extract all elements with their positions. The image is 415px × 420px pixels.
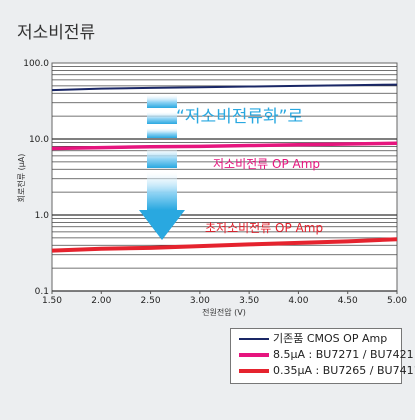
legend: 기존품 CMOS OP Amp 8.5μA : BU7271 / BU7421 … <box>230 328 415 384</box>
legend-swatch-low <box>239 369 269 373</box>
x-tick-label: 2.00 <box>91 296 111 306</box>
legend-item-mid: 8.5μA : BU7271 / BU7421 <box>231 347 414 363</box>
x-tick-label: 3.00 <box>190 296 210 306</box>
x-axis-label: 전원전압 (V) <box>202 307 246 317</box>
series-line-1 <box>51 141 398 151</box>
x-tick-label: 5.00 <box>387 296 407 306</box>
legend-swatch-conventional <box>239 338 269 340</box>
arrow-segment <box>147 112 177 124</box>
y-tick-label: 1.0 <box>35 211 50 221</box>
x-tick-label: 3.50 <box>239 296 259 306</box>
reduction-arrow <box>139 95 185 240</box>
annotation-mid: 저소비전류 OP Amp <box>213 157 320 171</box>
arrow-segment <box>147 95 177 108</box>
legend-swatch-mid <box>239 353 269 357</box>
y-axis-label: 회로전류 (μA) <box>16 154 26 203</box>
page-title: 저소비전류 <box>17 23 96 43</box>
y-tick-label: 10.0 <box>29 135 49 145</box>
legend-label-mid: 8.5μA : BU7271 / BU7421 <box>273 348 414 361</box>
arrow-segment <box>147 128 177 138</box>
series-group <box>51 83 398 253</box>
y-tick-label: 100.0 <box>23 59 49 69</box>
y-tick-label: 0.1 <box>35 287 49 297</box>
annotation-low: 초저소비전류 OP Amp <box>205 221 323 235</box>
annotation-main: “저소비전류화”로 <box>176 107 303 127</box>
legend-label-low: 0.35μA : BU7265 / BU7411 <box>273 364 415 377</box>
legend-label-conventional: 기존품 CMOS OP Amp <box>273 332 388 345</box>
arrow-segment <box>147 172 177 210</box>
legend-item-low: 0.35μA : BU7265 / BU7411 <box>231 363 415 379</box>
tick-labels: 1.50 2.00 2.50 3.00 3.50 4.00 4.50 5.00 100.0 10.… <box>23 59 407 306</box>
x-tick-label: 4.00 <box>288 296 308 306</box>
series-line-0 <box>51 83 398 92</box>
x-tick-label: 2.50 <box>141 296 161 306</box>
arrow-segment <box>147 148 177 168</box>
series-line-2 <box>51 237 398 253</box>
arrow-head <box>139 210 185 240</box>
x-tick-label: 4.50 <box>338 296 358 306</box>
legend-item-conventional: 기존품 CMOS OP Amp <box>231 331 401 347</box>
x-tick-label: 1.50 <box>42 296 62 306</box>
plot-area <box>51 62 398 292</box>
